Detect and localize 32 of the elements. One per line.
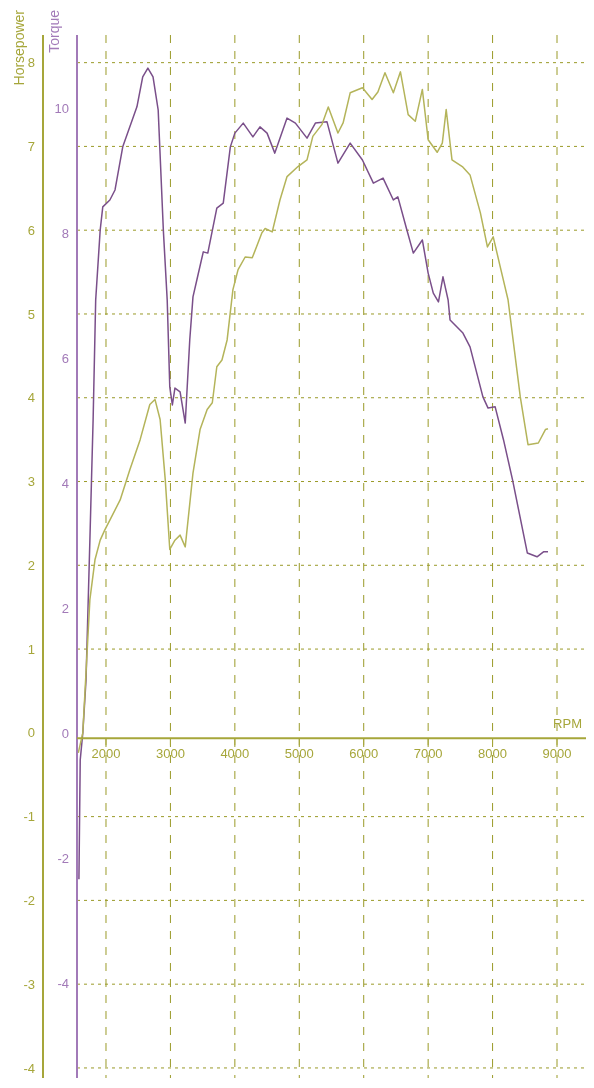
- y-tick-label: -2: [57, 850, 69, 866]
- x-axis-title: RPM: [553, 715, 582, 731]
- y-tick-label: 0: [61, 725, 69, 741]
- x-tick-label: 2000: [91, 746, 121, 762]
- x-tick-label: 6000: [349, 746, 379, 762]
- x-tick-label: 9000: [542, 746, 572, 762]
- y-axis-title: Torque: [46, 9, 62, 53]
- x-tick-label: 3000: [155, 746, 185, 762]
- y-tick-label: 8: [61, 225, 69, 241]
- y2-tick-label: 1: [27, 641, 35, 657]
- x-tick-label: 8000: [478, 746, 508, 762]
- y2-tick-label: 2: [27, 557, 35, 573]
- y2-tick-label: -2: [23, 893, 35, 909]
- y2-tick-label: 3: [27, 474, 35, 490]
- y2-tick-label: 7: [27, 139, 35, 155]
- y-tick-label: 10: [54, 100, 69, 116]
- y2-tick-label: 8: [27, 55, 35, 71]
- y2-tick-label: -1: [23, 809, 35, 825]
- y2-tick-label: 4: [27, 390, 35, 406]
- y2-tick-label: 0: [27, 725, 35, 741]
- x-tick-label: 4000: [220, 746, 250, 762]
- y2-tick-label: 5: [27, 306, 35, 322]
- y2-tick-label: -4: [23, 1060, 35, 1076]
- y-tick-label: 2: [61, 600, 69, 616]
- x-tick-label: 5000: [284, 746, 314, 762]
- y2-axis-title: Horsepower: [11, 9, 27, 86]
- y2-tick-label: 6: [27, 222, 35, 238]
- y-tick-label: -4: [57, 975, 69, 991]
- x-tick-label: 7000: [413, 746, 443, 762]
- y-tick-label: 4: [61, 475, 69, 491]
- y2-tick-label: -3: [23, 976, 35, 992]
- y-tick-label: 6: [61, 350, 69, 366]
